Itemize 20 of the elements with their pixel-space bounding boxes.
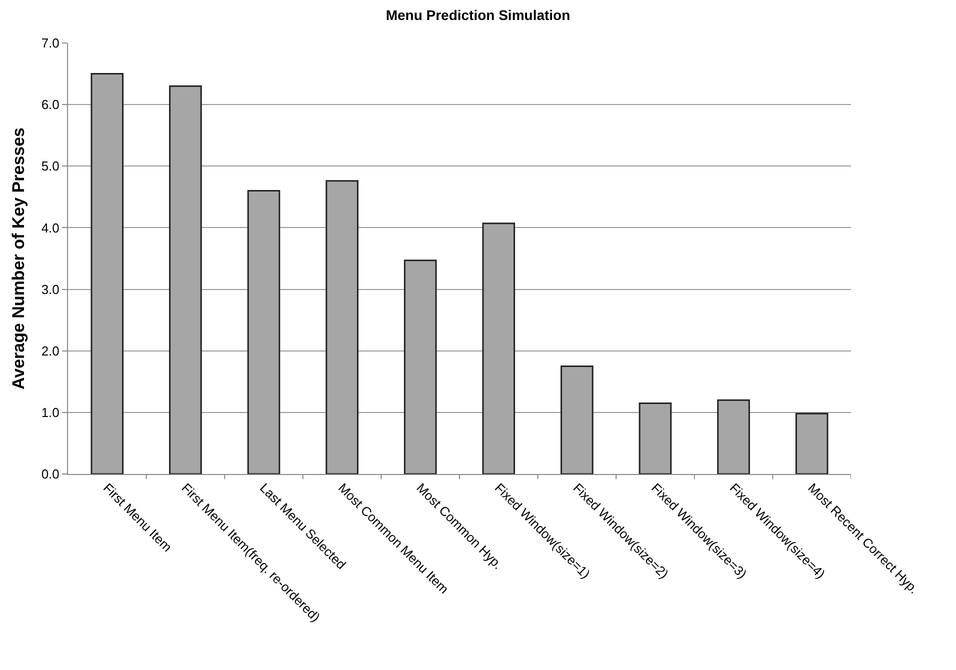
bar (90, 73, 124, 474)
y-tick-label: 0.0 (41, 466, 60, 482)
bar (404, 260, 437, 474)
bar (638, 402, 672, 474)
bar (326, 180, 358, 474)
y-tick-label: 4.0 (41, 220, 60, 236)
bar (717, 399, 750, 474)
bar (482, 222, 516, 474)
bar (795, 412, 828, 474)
y-tick-label: 1.0 (41, 404, 60, 420)
y-tick-label: 6.0 (41, 97, 60, 112)
y-tick-label: 5.0 (41, 158, 60, 174)
bar (247, 190, 280, 474)
bar (560, 366, 594, 474)
y-axis-title: Average Number of Key Presses (9, 127, 28, 390)
y-tick-label: 7.0 (41, 36, 60, 51)
y-tick-label: 2.0 (41, 343, 60, 358)
chart-title: Menu Prediction Simulation (386, 6, 570, 23)
bar (169, 85, 202, 474)
y-tick-label: 3.0 (41, 282, 60, 297)
